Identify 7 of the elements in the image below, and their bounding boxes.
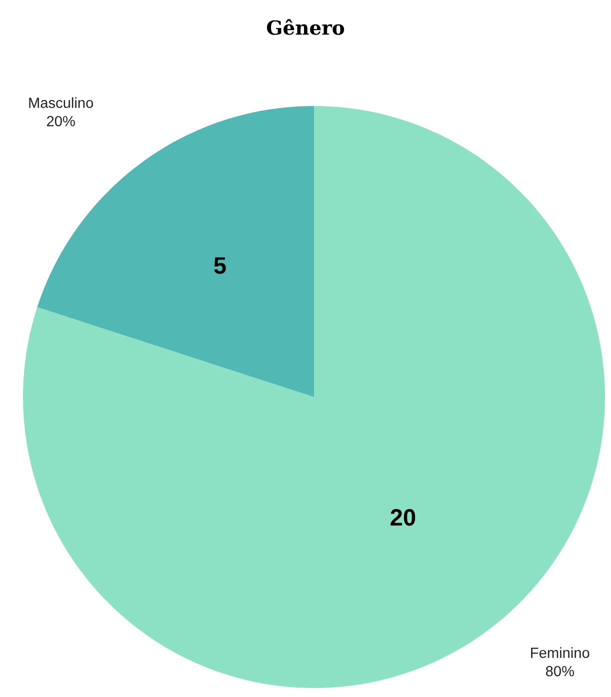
data-label: 80% <box>546 666 574 676</box>
slice-label: Feminino <box>531 647 590 658</box>
chart-title: Gênero <box>266 19 344 35</box>
data-label: 20% <box>46 116 75 126</box>
text: 5 <box>214 257 226 274</box>
slice-label: Masculino <box>29 97 94 108</box>
text: 20 <box>390 509 416 526</box>
